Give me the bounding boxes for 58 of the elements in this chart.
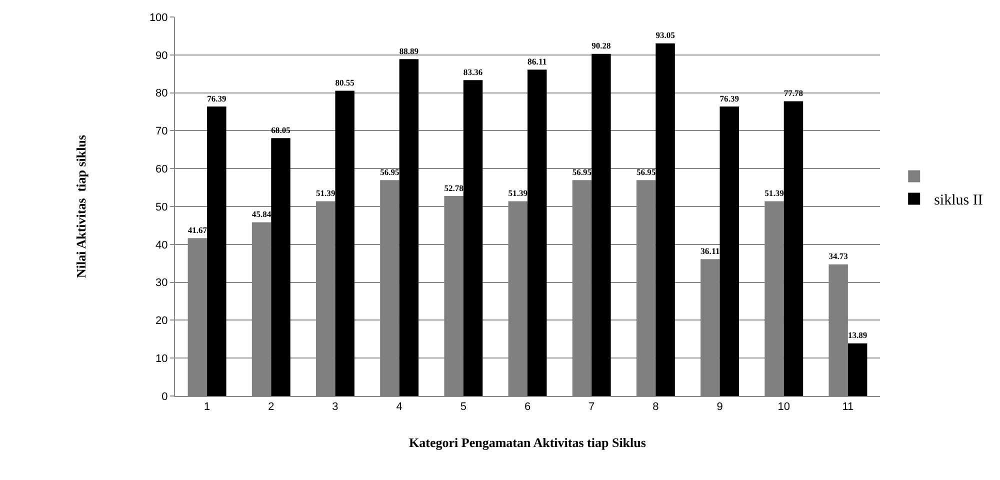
x-tick-label: 11	[842, 401, 854, 414]
bar	[592, 54, 611, 396]
data-label: 77.78	[784, 88, 804, 98]
x-tick-label: 10	[778, 401, 790, 414]
data-label: 86.11	[528, 56, 547, 66]
data-label: 83.36	[463, 66, 484, 77]
x-tick-label: 7	[588, 401, 595, 414]
data-label: 76.39	[207, 93, 226, 104]
data-label: 56.95	[380, 167, 400, 178]
data-label: 45.84	[252, 209, 272, 220]
y-tick-label: 0	[162, 390, 168, 403]
data-label: 36.11	[700, 246, 720, 256]
bar	[656, 43, 675, 396]
data-label: 56.95	[572, 167, 592, 178]
y-tick-label: 70	[156, 126, 168, 138]
data-label: 51.39	[316, 188, 336, 198]
x-tick-label: 8	[652, 401, 659, 414]
data-label: 52.78	[444, 182, 464, 193]
bar	[399, 59, 419, 396]
y-tick-label: 50	[156, 201, 168, 214]
bar	[528, 70, 547, 396]
data-label: 56.95	[636, 167, 656, 178]
legend-label: siklus II	[934, 192, 983, 209]
data-label: 34.73	[828, 251, 848, 262]
x-tick-label: 3	[332, 401, 338, 414]
data-label: 13.89	[848, 330, 868, 340]
data-label: 90.28	[592, 40, 611, 51]
y-tick-label: 90	[156, 50, 168, 62]
y-axis-title: Nilai Aktivitas tiap siklus	[73, 134, 88, 278]
data-label: 41.67	[188, 224, 208, 235]
x-axis-title: Kategori Pengamatan Aktivitas tiap Siklus	[409, 434, 646, 450]
bar	[207, 106, 226, 396]
x-tick-label: 1	[204, 401, 210, 414]
x-tick-label: 4	[396, 401, 402, 414]
bar	[271, 138, 290, 396]
data-label: 51.39	[508, 188, 528, 198]
data-label: 93.05	[656, 30, 675, 40]
x-tick-label: 9	[716, 401, 723, 414]
data-label: 80.55	[335, 78, 354, 88]
x-tick-label: 5	[460, 401, 466, 414]
y-tick-label: 60	[156, 163, 168, 176]
data-label: 68.05	[271, 124, 290, 135]
bar	[463, 80, 483, 396]
y-tick-label: 20	[156, 315, 168, 328]
y-tick-label: 100	[149, 12, 168, 24]
bar	[784, 101, 804, 396]
y-tick-label: 10	[156, 352, 168, 365]
data-label: 88.89	[399, 46, 419, 56]
x-tick-label: 6	[524, 401, 531, 414]
bar	[335, 90, 354, 396]
y-tick-label: 30	[156, 277, 168, 290]
data-label: 76.39	[720, 93, 739, 104]
x-tick-label: 2	[268, 401, 274, 414]
y-tick-label: 80	[156, 88, 168, 100]
y-tick-label: 40	[156, 239, 168, 252]
data-label: 51.39	[764, 188, 784, 198]
bar	[848, 343, 868, 396]
bar	[720, 106, 739, 396]
